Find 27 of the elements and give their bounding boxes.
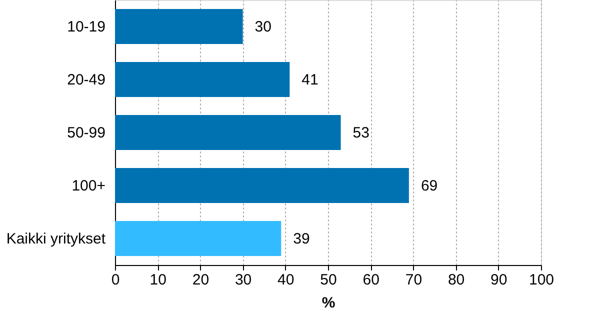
- data-label: 41: [302, 72, 318, 88]
- x-tick-label: 70: [405, 272, 422, 288]
- x-tick-label: 30: [234, 272, 252, 288]
- x-tick-label: 60: [362, 272, 380, 288]
- y-tick-label: 50-99: [67, 124, 106, 142]
- bar: [115, 9, 243, 44]
- data-label: 69: [420, 178, 438, 194]
- y-tick-label: Kaikki yritykset: [6, 230, 106, 248]
- bar: [115, 168, 409, 203]
- y-tick-label: 100+: [72, 178, 106, 194]
- x-tick-label: 0: [111, 272, 120, 288]
- data-label: 30: [254, 18, 272, 36]
- data-label: 53: [352, 124, 370, 142]
- x-axis-title: %: [322, 294, 336, 312]
- x-tick-label: 50: [320, 272, 337, 288]
- bar: [115, 62, 290, 97]
- x-tick-label: 20: [192, 272, 210, 288]
- x-tick-label: 40: [278, 272, 294, 288]
- x-tick-label: 100: [528, 272, 554, 288]
- data-label: 39: [293, 230, 310, 248]
- y-tick-label: 20-49: [67, 72, 106, 88]
- bar: [115, 221, 282, 256]
- x-tick-label: 90: [490, 272, 508, 288]
- y-tick-label: 10-19: [67, 18, 106, 36]
- x-tick-label: 10: [150, 272, 166, 288]
- bar: [115, 115, 341, 150]
- x-tick-label: 80: [448, 272, 465, 288]
